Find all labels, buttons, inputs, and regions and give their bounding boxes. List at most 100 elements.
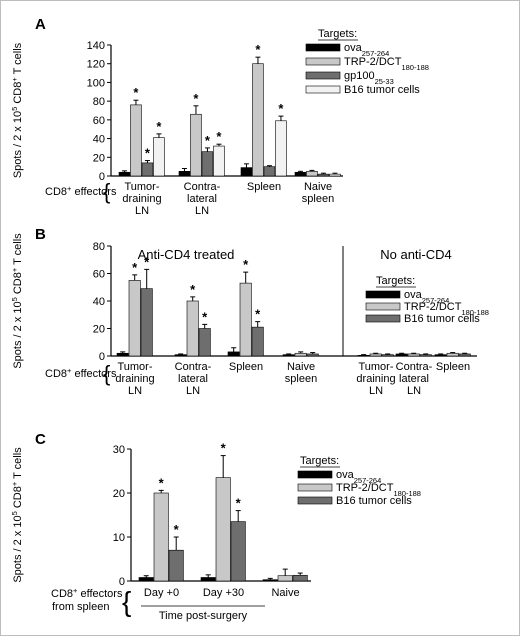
x-tick-label: Day +30 [203, 587, 244, 599]
legend-title: Targets: [376, 275, 415, 287]
y-tick-label: 100 [87, 77, 105, 89]
x-tick-label: Day +0 [144, 587, 179, 599]
legend-label: TRP-2/DCT180-188 [336, 482, 421, 498]
legend-swatch [297, 496, 333, 505]
significance-star: * [216, 129, 222, 144]
x-tick-label: lateral [399, 373, 429, 385]
significance-star: * [144, 254, 150, 269]
bar [292, 574, 308, 582]
y-tick-label: 60 [93, 115, 105, 127]
effector-label: CD8+ effectors [45, 184, 117, 199]
significance-star: * [236, 496, 242, 511]
significance-star: * [133, 85, 139, 100]
significance-star: * [205, 133, 211, 148]
significance-star: * [193, 91, 199, 106]
x-tick-label: Spleen [436, 361, 470, 373]
legend-label: B16 tumor cells [336, 495, 412, 507]
bar [395, 353, 408, 357]
legend-swatch [297, 470, 333, 479]
significance-star: * [202, 309, 208, 324]
x-tick-label: LN [369, 385, 383, 397]
bar [446, 352, 459, 357]
legend-swatch [365, 290, 401, 299]
bar [251, 326, 264, 357]
bar [138, 577, 154, 582]
bar [381, 354, 394, 357]
y-tick-label: 10 [113, 532, 125, 544]
x-tick-label: LN [195, 205, 209, 217]
x-tick-label: spleen [285, 373, 317, 385]
significance-star: * [255, 307, 261, 322]
panel-B: B Spots / 2 x 105 CD8+ T cells 0 20 40 60 80 * *… [10, 226, 489, 397]
bar [153, 492, 169, 582]
x-tick-label: Contra- [184, 181, 221, 193]
bar [275, 120, 287, 177]
bar [357, 355, 370, 357]
y-tick-label: 80 [93, 96, 105, 108]
legend-label: B16 tumor cells [344, 84, 420, 96]
effector-label: CD8+ effectors [51, 586, 123, 601]
significance-star: * [190, 282, 196, 297]
x-tick-label: Contra- [175, 361, 212, 373]
x-tick-label: LN [135, 205, 149, 217]
legend-label: gp10025-33 [344, 70, 394, 86]
bar [329, 173, 341, 177]
x-tick-label: LN [128, 385, 142, 397]
panel-A: A Spots / 2 x 105 CD8+ T cells 0 20 40 60 80 10… [10, 16, 429, 217]
panel-letter: A [35, 16, 46, 33]
bar [168, 549, 184, 582]
legend-label: TRP-2/DCT180-188 [344, 56, 429, 72]
legend-swatch [305, 71, 341, 80]
legend-swatch [365, 314, 401, 323]
bar [294, 352, 307, 357]
bar [141, 162, 154, 177]
bar [240, 167, 253, 177]
x-tick-label: Spleen [229, 361, 263, 373]
bar [213, 145, 225, 177]
x-tick-label: LN [186, 385, 200, 397]
bar [116, 352, 129, 357]
panel-C: C Spots / 2 x 105 CD8+ T cells 0 10 20 30 * * Da… [10, 431, 421, 622]
x-axis-label: Time post-surgery [159, 610, 248, 622]
y-tick-label: 140 [87, 40, 105, 52]
legend-swatch [305, 85, 341, 94]
bar [239, 282, 252, 357]
x-tick-label: LN [407, 385, 421, 397]
panel-letter: B [35, 226, 46, 243]
legend-label: TRP-2/DCT180-188 [404, 301, 489, 317]
bar [140, 288, 153, 357]
bar [198, 328, 211, 357]
bar [294, 171, 307, 177]
bar [201, 151, 214, 177]
brace: { [122, 586, 131, 617]
x-tick-label: Naive [304, 181, 332, 193]
y-tick-label: 0 [119, 576, 125, 588]
bar [215, 477, 231, 582]
brace: { [103, 361, 110, 386]
x-tick-label: lateral [178, 373, 208, 385]
bar [153, 137, 165, 177]
legend-label: B16 tumor cells [404, 313, 480, 325]
y-tick-label: 20 [113, 488, 125, 500]
legend-label: ova257-264 [404, 289, 449, 305]
bar [262, 579, 278, 582]
significance-star: * [221, 441, 227, 456]
group-title: Anti-CD4 treated [138, 247, 235, 262]
bar [118, 171, 131, 177]
bar [227, 351, 240, 357]
x-tick-label: draining [122, 193, 161, 205]
bar [252, 63, 264, 177]
bar [174, 354, 187, 357]
x-tick-label: Naive [271, 587, 299, 599]
y-tick-label: 0 [99, 351, 105, 363]
x-tick-label: Tumor- [358, 361, 393, 373]
brace: { [103, 179, 110, 204]
significance-star: * [159, 475, 165, 490]
y-tick-label: 40 [93, 296, 105, 308]
significance-star: * [145, 146, 151, 161]
x-tick-label: Contra- [396, 361, 433, 373]
bar [317, 173, 330, 177]
y-tick-label: 0 [99, 171, 105, 183]
group-title: No anti-CD4 [380, 247, 452, 262]
y-tick-label: 30 [113, 444, 125, 456]
